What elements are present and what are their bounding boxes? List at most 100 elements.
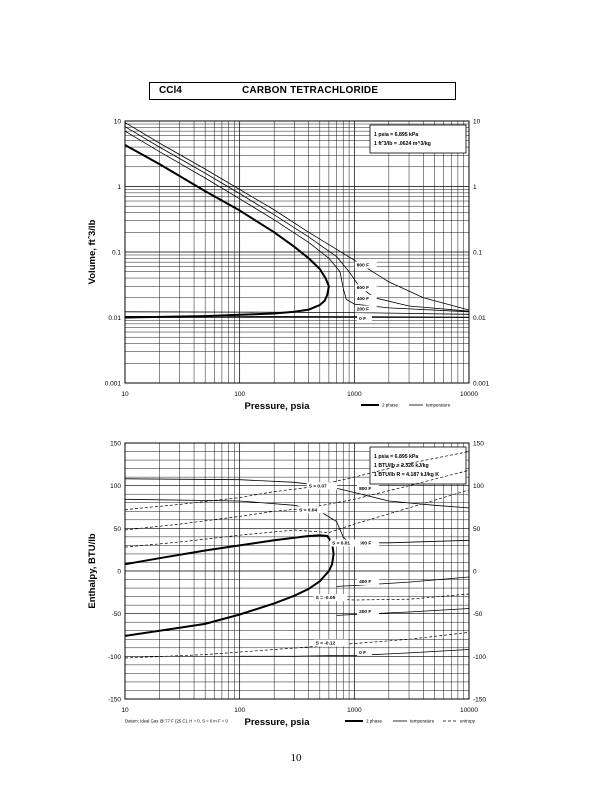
- title-box: CCl4 CARBON TETRACHLORIDE: [149, 82, 456, 100]
- y-tick-label-right: 100: [473, 483, 484, 490]
- legend-two-phase-label: 2 phase: [366, 719, 383, 724]
- y-tick-label-right: 10: [473, 119, 481, 126]
- plot-frame: [124, 442, 470, 700]
- conversion-note: 1 psia = 6.895 kPa: [374, 132, 418, 138]
- y-tick-label-left: 1: [117, 184, 121, 191]
- two-phase-vapor-line: [124, 144, 330, 287]
- y-tick-label-right: -50: [473, 611, 483, 618]
- entropy-label-bg: [313, 594, 348, 602]
- y-tick-label-left: 0: [117, 569, 121, 576]
- y-tick-label-left: 100: [110, 483, 121, 490]
- isotherm-label-bg: [354, 284, 377, 292]
- isotherm-line: [124, 130, 470, 313]
- isotherm-label: 600 F: [359, 541, 371, 547]
- isotherm-line: [124, 478, 470, 509]
- y-tick-label-right: 50: [473, 526, 481, 533]
- isotherm-label-bg: [357, 577, 380, 585]
- conversion-notes-box: [369, 446, 467, 485]
- y-tick-label-left: 50: [114, 526, 122, 533]
- plot-frame: [124, 120, 470, 384]
- two-phase-vapor-line: [124, 534, 335, 566]
- legend-two-phase-label: 2 phase: [382, 403, 399, 408]
- isotherm-label: 0 F: [359, 316, 366, 322]
- isotherm-label-bg: [354, 261, 377, 269]
- isotherm-label: 200 F: [359, 609, 371, 615]
- isotherm-line: [239, 649, 470, 657]
- two-phase-liquid-line: [124, 286, 330, 319]
- x-tick-label: 10000: [460, 707, 478, 714]
- x-axis-title: Pressure, psia: [245, 717, 311, 728]
- y-tick-label-left: 150: [110, 441, 121, 448]
- entropy-label: S = 0.07: [309, 483, 327, 489]
- y-tick-label-left: 0.01: [108, 315, 121, 322]
- isotherm-label-bg: [357, 315, 372, 323]
- isotherm-label-bg: [357, 607, 380, 615]
- x-tick-label: 10: [121, 707, 129, 714]
- chemical-formula: CCl4: [159, 85, 182, 96]
- isotherm-label: 400 F: [357, 296, 369, 302]
- y-tick-label-right: 0.01: [473, 315, 486, 322]
- y-tick-label-right: -150: [473, 697, 486, 704]
- entropy-label: S = 0.04: [299, 507, 317, 513]
- x-tick-label: 10: [121, 391, 129, 398]
- y-tick-label-right: 0.001: [473, 381, 490, 388]
- isotherm-line: [124, 498, 470, 544]
- x-tick-label: 1000: [347, 391, 362, 398]
- isotherm-label: 400 F: [359, 579, 371, 585]
- y-tick-label-right: 150: [473, 441, 484, 448]
- y-axis-title: Volume, ftˆ3/lb: [87, 219, 98, 284]
- entropy-label: S = 0.01: [332, 541, 350, 547]
- y-tick-label-left: -100: [108, 654, 121, 661]
- entropy-label-bg: [297, 506, 328, 514]
- conversion-notes-box: [369, 124, 467, 154]
- conversion-note: 1 psia = 6.895 kPa: [374, 454, 418, 460]
- y-tick-label-right: 0: [473, 569, 477, 576]
- entropy-label: S = -0.05: [316, 595, 336, 601]
- y-axis-title: Enthalpy, BTU/lb: [87, 533, 98, 608]
- legend-temperature-label: temperature: [426, 403, 451, 408]
- y-tick-label-left: 0.001: [105, 381, 122, 388]
- isotherm-label: 0 F: [359, 650, 366, 656]
- isotherm-line: [336, 608, 470, 616]
- datum-footnote: Datum: Ideal Gas @ 77 F (25 C), H = 0, S…: [125, 719, 228, 724]
- isotherm-line: [124, 122, 470, 311]
- enthalpy-chart: 10 100 1000 10000 150 150 100 100 50 50 0 0 -50 -50 -1…: [87, 441, 486, 729]
- entropy-line: [336, 593, 470, 601]
- isotherm-label: 800 F: [359, 486, 371, 492]
- isotherm-label-bg: [357, 484, 380, 492]
- chemical-name: CARBON TETRACHLORIDE: [242, 85, 379, 96]
- isotherm-line: [124, 126, 470, 312]
- y-tick-label-right: 0.1: [473, 250, 482, 257]
- entropy-line: [124, 632, 470, 659]
- x-axis-title: Pressure, psia: [245, 401, 311, 412]
- isotherm-label-bg: [354, 295, 377, 303]
- page-number: 10: [290, 752, 302, 764]
- legend-temperature-label: temperature: [410, 719, 435, 724]
- entropy-label-bg: [330, 539, 361, 547]
- y-tick-label-left: -50: [112, 611, 122, 618]
- entropy-line: [124, 489, 470, 548]
- y-tick-label-right: -100: [473, 654, 486, 661]
- x-tick-label: 10000: [460, 391, 478, 398]
- conversion-note: 1 BTU/lb R = 4.187 kJ/kg K: [374, 472, 439, 478]
- isotherm-label: 200 F: [357, 306, 369, 312]
- x-tick-label: 1000: [347, 707, 362, 714]
- isotherm-label-bg: [354, 305, 377, 313]
- isotherm-line: [336, 576, 470, 587]
- conversion-note: 1 ftˆ3/lb = .0624 m^3/kg: [374, 141, 431, 147]
- y-tick-label-right: 1: [473, 184, 477, 191]
- entropy-label: S = -0.12: [316, 640, 336, 646]
- x-tick-label: 100: [234, 707, 245, 714]
- legend-entropy-label: entropy: [460, 719, 476, 724]
- conversion-note: 1 BTU/lb = 2.326 kJ/kg: [374, 463, 429, 469]
- isotherm-label: 800 F: [357, 263, 369, 269]
- y-tick-label-left: 10: [114, 119, 122, 126]
- y-tick-label-left: 0.1: [112, 250, 121, 257]
- volume-chart: 10 100 1000 10000 10 10 1 1 0.1 0.1 0.01 0.01 0.001 0…: [87, 119, 490, 413]
- entropy-line: [124, 451, 470, 510]
- entropy-label-bg: [313, 639, 348, 647]
- y-tick-label-left: -150: [108, 697, 121, 704]
- isotherm-label-bg: [357, 539, 380, 547]
- x-tick-label: 100: [234, 391, 245, 398]
